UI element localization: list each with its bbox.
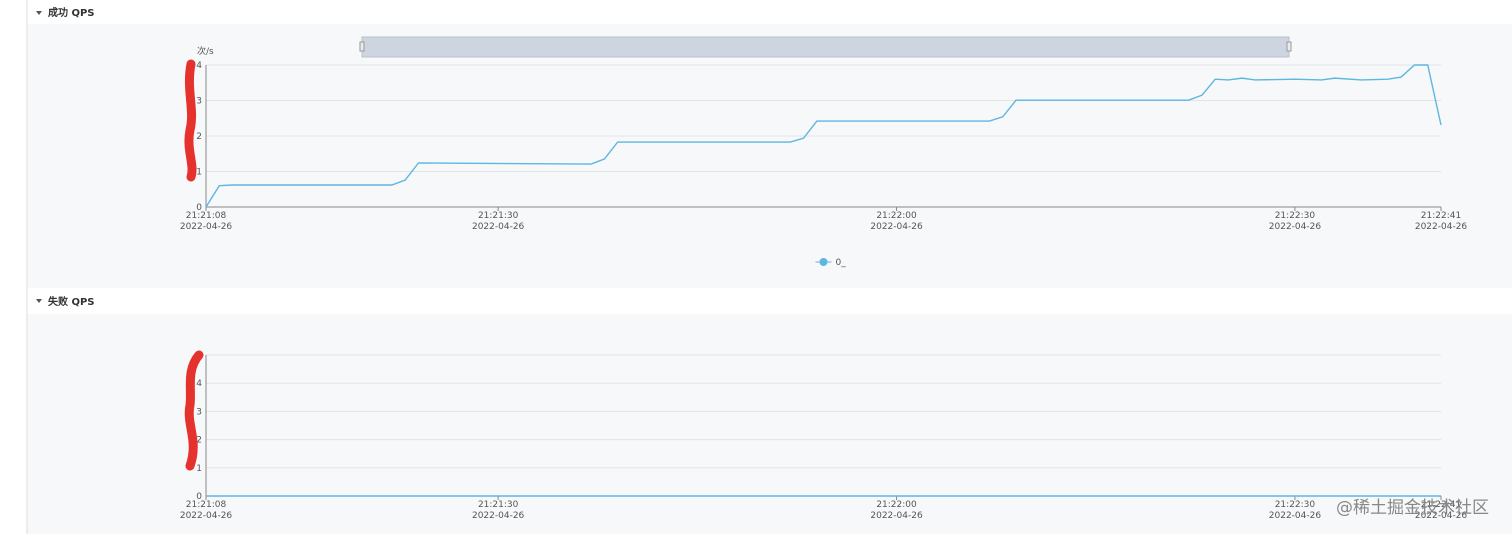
watermark: @稀土掘金技术社区 bbox=[1336, 498, 1489, 518]
charts: 0 1 2 3 4 21:21:08 2022-04-26 21:21:30 2022-04-2… bbox=[180, 59, 1468, 521]
x-tick-label: 21:21:30 2022-04-26 bbox=[472, 211, 525, 232]
legend-label: 0_ bbox=[836, 258, 847, 268]
y-tick-label: 0 bbox=[196, 492, 202, 502]
collapse-icon[interactable] bbox=[36, 11, 42, 15]
y-tick-label: 2 bbox=[196, 436, 202, 446]
series-line bbox=[205, 64, 1442, 208]
y-tick-label: 1 bbox=[196, 168, 202, 178]
zoom-handle[interactable] bbox=[1286, 41, 1292, 52]
x-tick-label: 21:21:08 2022-04-26 bbox=[180, 500, 233, 521]
x-tick-label: 21:22:30 2022-04-26 bbox=[1269, 211, 1322, 232]
x-tick-label: 21:21:08 2022-04-26 bbox=[180, 211, 233, 232]
panel-bg bbox=[27, 314, 1512, 534]
panel-bg bbox=[27, 24, 1512, 288]
redaction bbox=[184, 59, 197, 182]
zoom-handle[interactable] bbox=[359, 41, 365, 52]
y-tick-label: 4 bbox=[196, 379, 202, 389]
y-unit: 次/s bbox=[197, 45, 214, 57]
panel-title: 失败 QPS bbox=[48, 295, 95, 308]
legend-marker bbox=[819, 258, 828, 266]
x-tick-label: 21:22:00 2022-04-26 bbox=[870, 500, 923, 521]
y-tick-label: 3 bbox=[196, 97, 202, 107]
x-tick-label: 21:22:30 2022-04-26 bbox=[1269, 500, 1322, 521]
y-tick-label: 0 bbox=[196, 203, 202, 213]
redaction bbox=[184, 350, 204, 471]
x-tick-label: 21:22:41 2022-04-26 bbox=[1415, 211, 1468, 232]
y-tick-label: 1 bbox=[196, 464, 202, 474]
y-tick-label: 2 bbox=[196, 132, 202, 142]
zoom-slider[interactable] bbox=[361, 36, 1290, 58]
panel-title: 成功 QPS bbox=[48, 6, 95, 19]
x-tick-label: 21:22:00 2022-04-26 bbox=[870, 211, 923, 232]
y-tick-label: 3 bbox=[196, 407, 202, 417]
x-tick-label: 21:22:41 2022-04-26 bbox=[1415, 500, 1468, 521]
collapse-icon[interactable] bbox=[36, 299, 42, 303]
x-tick-label: 21:21:30 2022-04-26 bbox=[472, 500, 525, 521]
y-tick-label: 4 bbox=[196, 61, 202, 71]
